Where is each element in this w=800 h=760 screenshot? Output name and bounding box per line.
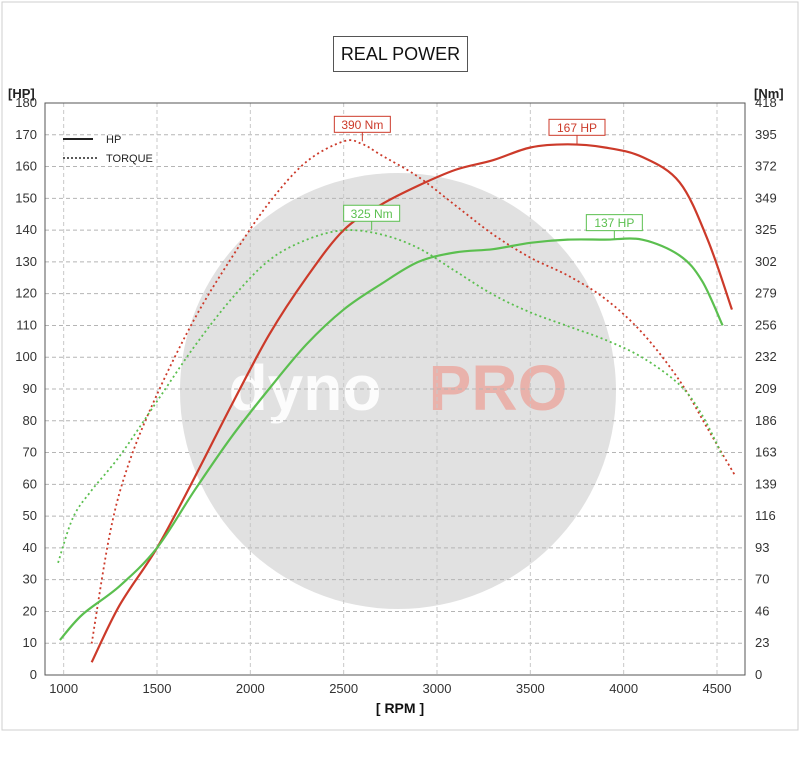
watermark-text-pro: PRO (429, 352, 568, 424)
chart-frame (1, 1, 799, 731)
torque-line-stock (57, 229, 724, 564)
watermark-text-dyno: dyno (229, 352, 382, 424)
y-left-tick-label: 100 (15, 349, 37, 364)
hp-line-tuned (90, 143, 733, 663)
x-tick-label: 2500 (329, 681, 358, 696)
x-tick-label: 1000 (49, 681, 78, 696)
y-right-tick-label: 302 (755, 254, 777, 269)
y-left-tick-label: 140 (15, 222, 37, 237)
y-right-tick-label: 23 (755, 635, 769, 650)
y-left-tick-label: 30 (23, 572, 37, 587)
y-right-tick-label: 395 (755, 127, 777, 142)
y-right-tick-label: 186 (755, 413, 777, 428)
y-right-tick-label: 163 (755, 445, 777, 460)
y-right-tick-label: 279 (755, 286, 777, 301)
y-left-tick-label: 130 (15, 254, 37, 269)
y-left-tick-label: 0 (30, 667, 37, 682)
x-tick-label: 3500 (516, 681, 545, 696)
y-left-tick-label: 50 (23, 508, 37, 523)
y-right-tick-label: 139 (755, 476, 777, 491)
y-right-tick-label: 93 (755, 540, 769, 555)
x-tick-label: 2000 (236, 681, 265, 696)
y-left-tick-label: 80 (23, 413, 37, 428)
axis-box (44, 102, 746, 676)
y-left-tick-label: 180 (15, 95, 37, 110)
y-right-tick-label: 349 (755, 190, 777, 205)
hp-line-stock (59, 237, 724, 641)
y-right-tick-label: 372 (755, 159, 777, 174)
watermark-circle (180, 173, 616, 609)
y-left-tick-label: 120 (15, 286, 37, 301)
y-left-tick-label: 170 (15, 127, 37, 142)
x-tick-label: 4500 (703, 681, 732, 696)
y-left-tick-label: 160 (15, 159, 37, 174)
y-right-tick-label: 256 (755, 317, 777, 332)
callout-torque-stock-label: 325 Nm (351, 207, 393, 221)
y-right-tick-label: 209 (755, 381, 777, 396)
x-tick-label: 4000 (609, 681, 638, 696)
y-left-tick-label: 10 (23, 635, 37, 650)
legend-label-torque: TORQUE (106, 153, 153, 165)
y-left-tick-label: 60 (23, 476, 37, 491)
y-left-axis-label: [HP] (8, 86, 35, 101)
y-left-tick-label: 150 (15, 190, 37, 205)
x-tick-label: 3000 (423, 681, 452, 696)
y-left-tick-label: 20 (23, 603, 37, 618)
y-right-tick-label: 0 (755, 667, 762, 682)
y-right-tick-label: 325 (755, 222, 777, 237)
y-left-tick-label: 90 (23, 381, 37, 396)
chart-title: REAL POWER (333, 36, 468, 72)
y-right-tick-label: 418 (755, 95, 777, 110)
y-right-tick-label: 116 (755, 508, 776, 523)
y-right-axis-label: [Nm] (754, 86, 784, 101)
y-right-tick-label: 232 (755, 349, 777, 364)
legend-label-hp: HP (106, 134, 121, 146)
callout-hp-stock-label: 137 HP (594, 216, 634, 230)
y-right-tick-label: 70 (755, 572, 769, 587)
x-axis-label: [ RPM ] (375, 700, 425, 716)
callout-hp-tuned-label: 167 HP (557, 121, 597, 135)
y-left-tick-label: 110 (16, 317, 37, 332)
callout-torque-tuned-label: 390 Nm (341, 118, 383, 132)
y-left-tick-label: 70 (23, 445, 37, 460)
y-right-tick-label: 46 (755, 603, 769, 618)
x-tick-label: 1500 (143, 681, 172, 696)
y-left-tick-label: 40 (23, 540, 37, 555)
